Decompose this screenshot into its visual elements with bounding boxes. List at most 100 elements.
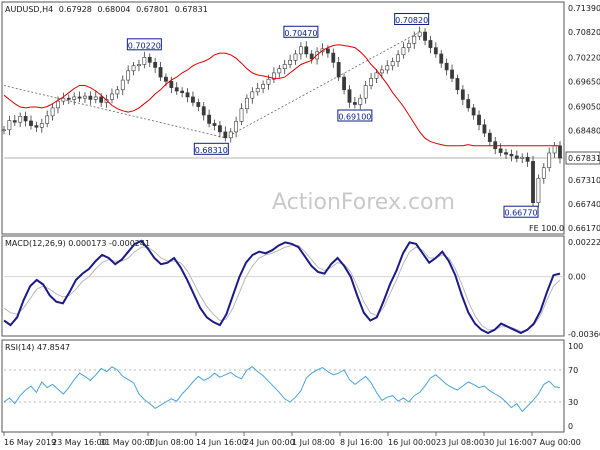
candle-body (493, 141, 498, 150)
candle-body (423, 31, 427, 41)
candle-body (23, 116, 28, 122)
candle-body (293, 53, 298, 61)
candle-body (2, 129, 6, 132)
candle-body (358, 97, 363, 105)
rsi-line (3, 366, 561, 413)
candle-body (498, 148, 503, 153)
annotation-box (394, 13, 430, 26)
candle-body (336, 62, 341, 78)
candle-body (531, 161, 535, 204)
candle-body (61, 97, 66, 102)
ohlc-high: 0.68004 (97, 5, 130, 14)
candle-body (390, 61, 395, 67)
candle-body (471, 107, 476, 116)
candle-body (482, 124, 487, 134)
candle-body (509, 153, 514, 157)
candle-body (158, 67, 163, 78)
price-title: AUDUSD,H4 0.67928 0.68004 0.67801 0.6783… (5, 5, 208, 14)
price-series-layer: 0.70220 0.68310 0.70470 0.69100 0.70820 0.667… (2, 13, 564, 218)
candle-body (514, 155, 519, 159)
price-y-tick: 0.70820 (568, 28, 600, 37)
candle-body (325, 48, 330, 54)
annotation-label: 0.68310 (195, 146, 228, 155)
candle-body (288, 59, 292, 65)
rsi-series-layer (3, 366, 564, 413)
trendline-lower (225, 31, 420, 139)
candle-body (228, 131, 233, 139)
candle-body (45, 115, 50, 124)
candle-body (212, 123, 217, 126)
candle-body (56, 100, 60, 109)
x-tick-label: 7 Aug 00:00 (532, 438, 581, 447)
price-y-tick: 0.66170 (568, 224, 600, 233)
candle-body (201, 106, 206, 116)
price-panel-frame (1, 1, 565, 235)
price-y-tick: 0.69650 (568, 77, 600, 86)
ohlc-low: 0.67801 (136, 5, 169, 14)
price-y-tick: 0.66740 (568, 200, 600, 209)
macd-panel-frame (1, 235, 565, 337)
candle-body (180, 90, 185, 94)
candle-body (115, 89, 120, 95)
trendline-upper (3, 85, 226, 139)
macd-y-tick: -0.003667 (568, 330, 600, 339)
macd-series-layer (3, 239, 564, 335)
price-y-tick: 0.69050 (568, 103, 600, 112)
x-tick-label: 7 Jun 08:00 (148, 438, 194, 447)
macd-title: MACD(12,26,9) 0.000173 -0.000241 (5, 239, 150, 248)
candle-body (39, 123, 44, 128)
candle-body (304, 46, 309, 55)
candle-body (439, 53, 444, 64)
x-tick-label: 8 Jul 16:00 (340, 438, 383, 447)
candle-body (417, 31, 422, 37)
x-tick-label: 23 May 16:00 (52, 438, 107, 447)
rsi-title: RSI(14) 47.8547 (5, 343, 70, 352)
macd-y-tick: 0.00 (568, 273, 586, 282)
candle-body (120, 79, 125, 91)
price-y-tick: 0.67310 (568, 176, 600, 185)
candle-body (153, 62, 158, 68)
price-y-tick: 0.68480 (568, 127, 600, 136)
annotation-label: 0.70470 (284, 29, 317, 38)
watermark-text: ActionForex.com (272, 190, 455, 215)
candle-body (385, 65, 390, 71)
candle-body (131, 65, 136, 72)
candle-body (250, 91, 255, 99)
annotation-box (503, 205, 539, 218)
candle-body (433, 47, 438, 55)
candle-body (12, 120, 17, 123)
candle-body (412, 35, 417, 44)
candle-body (218, 125, 222, 133)
candle-body (137, 64, 141, 67)
x-tick-label: 30 Jul 16:00 (484, 438, 532, 447)
candle-body (536, 177, 541, 204)
macd-main-line (3, 239, 561, 335)
ohlc-close: 0.67831 (175, 5, 208, 14)
candle-body (255, 88, 260, 93)
candle-body (239, 108, 244, 122)
candle-body (99, 96, 104, 103)
candle-body (261, 83, 266, 89)
symbol-label: AUDUSD,H4 (5, 5, 53, 14)
moving-average-line (3, 44, 560, 147)
x-tick-label: 16 Jul 00:00 (388, 438, 436, 447)
candle-body (547, 152, 552, 169)
candle-body (66, 97, 71, 100)
candle-body (72, 96, 77, 100)
rsi-y-tick: 100 (568, 342, 583, 351)
fe-label: FE 100.0 (529, 224, 564, 233)
rsi-y-tick: 30 (568, 398, 578, 407)
candle-body (466, 99, 471, 109)
annotation-label: 0.70220 (128, 41, 161, 50)
candle-body (147, 57, 152, 63)
candle-body (298, 46, 303, 55)
candle-body (369, 78, 373, 86)
candle-body (374, 72, 379, 79)
candle-body (520, 156, 525, 159)
candle-body (191, 96, 195, 103)
macd-signal-line (3, 245, 561, 332)
candle-body (277, 68, 282, 74)
candle-body (455, 78, 460, 91)
price-y-tick: 0.67831 (568, 154, 600, 163)
